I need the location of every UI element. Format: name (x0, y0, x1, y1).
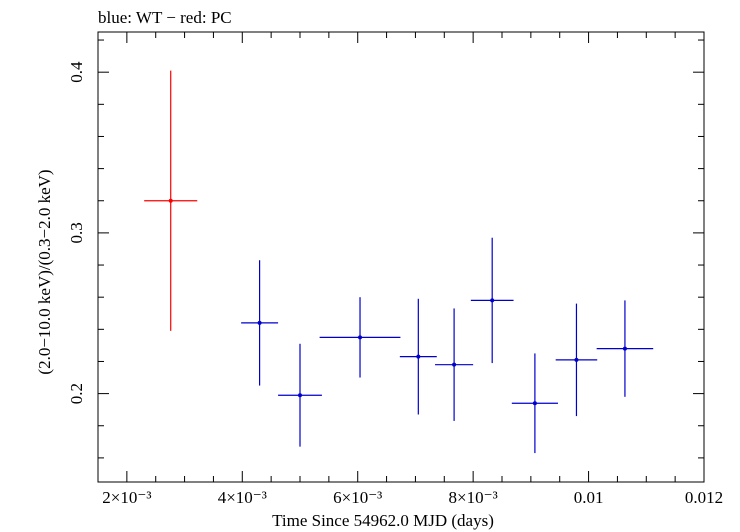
data-point (555, 303, 598, 417)
point-marker (168, 198, 173, 203)
data-point (399, 298, 437, 415)
x-tick-label: 6×10⁻³ (333, 488, 382, 507)
point-marker (532, 401, 537, 406)
x-axis-label: Time Since 54962.0 MJD (days) (272, 511, 494, 530)
data-point (511, 353, 558, 454)
data-marks (144, 70, 654, 454)
point-marker (490, 298, 495, 303)
y-tick-label: 0.2 (67, 383, 86, 404)
series-pc (144, 70, 198, 331)
data-point (319, 297, 401, 378)
x-tick-label: 8×10⁻³ (449, 488, 498, 507)
data-point (596, 300, 654, 397)
y-tick-label: 0.4 (67, 61, 86, 83)
series-wt (241, 237, 654, 454)
point-marker (416, 354, 421, 359)
axis-ticks (97, 32, 705, 482)
x-tick-label: 0.012 (685, 488, 723, 507)
data-point (470, 237, 514, 364)
x-tick-label: 4×10⁻³ (218, 488, 267, 507)
point-marker (622, 346, 627, 351)
point-marker (358, 335, 363, 340)
point-marker (574, 357, 579, 362)
y-axis-label: (2.0−10.0 keV)/(0.3−2.0 keV) (35, 169, 54, 374)
data-point (241, 260, 279, 386)
chart-title: blue: WT − red: PC (98, 8, 232, 27)
point-marker (452, 362, 457, 367)
axis-tick-labels: 2×10⁻³ 4×10⁻³ 6×10⁻³ 8×10⁻³ 0.01 0.012 0.2 0.3 0… (67, 61, 723, 507)
data-point (278, 343, 322, 447)
point-marker (298, 393, 302, 398)
y-tick-label: 0.3 (67, 222, 86, 243)
x-tick-label: 0.01 (574, 488, 604, 507)
data-point (144, 70, 198, 331)
data-point (435, 308, 474, 421)
plot-frame (97, 31, 705, 483)
point-marker (257, 320, 262, 325)
x-tick-label: 2×10⁻³ (102, 488, 151, 507)
